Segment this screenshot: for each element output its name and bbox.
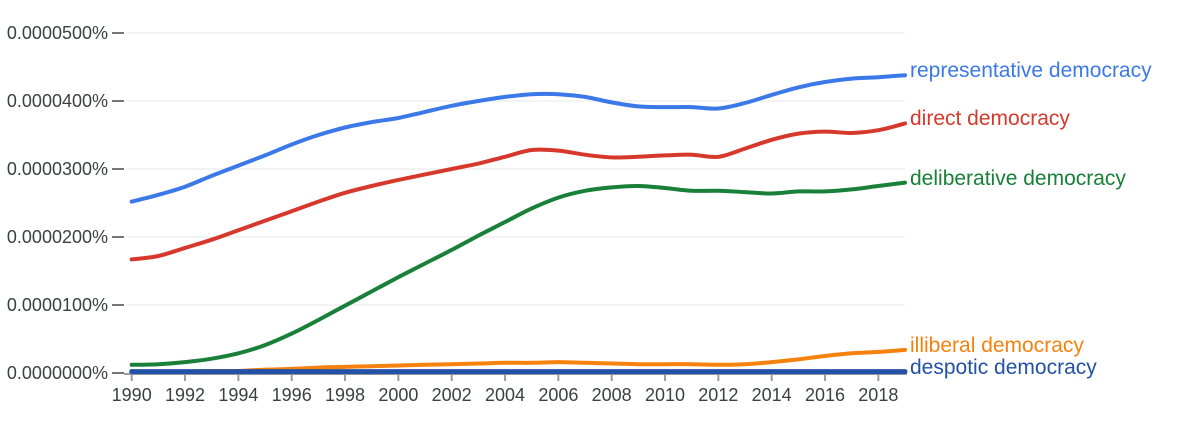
x-tick-label: 2006 <box>538 385 579 405</box>
series-label-illiberal-democracy[interactable]: illiberal democracy <box>910 333 1084 357</box>
x-tick-label: 2000 <box>378 385 419 405</box>
x-tick-label: 2008 <box>591 385 632 405</box>
x-tick-label: 2012 <box>698 385 739 405</box>
y-tick-label: 0.0000100% <box>6 295 108 315</box>
y-tick-label: 0.0000000% <box>6 363 108 383</box>
x-tick-label: 1992 <box>164 385 206 405</box>
x-tick-label: 2004 <box>484 385 526 405</box>
x-tick-label: 2010 <box>644 385 686 405</box>
series-line-direct-democracy[interactable] <box>129 121 907 262</box>
series-label-direct-democracy[interactable]: direct democracy <box>910 107 1070 131</box>
series-line-representative-democracy[interactable] <box>129 73 907 204</box>
x-tick-label: 2002 <box>431 385 472 405</box>
series-label-despotic-democracy[interactable]: despotic democracy <box>910 355 1097 379</box>
x-tick-label: 1990 <box>111 385 152 405</box>
x-tick-label: 2014 <box>751 385 792 405</box>
x-tick-label: 1996 <box>271 385 312 405</box>
y-tick-label: 0.0000500% <box>6 23 108 43</box>
x-tick-label: 1994 <box>218 385 259 405</box>
x-tick-label: 2018 <box>858 385 899 405</box>
series-line-illiberal-democracy[interactable] <box>129 347 907 374</box>
y-tick-label: 0.0000300% <box>6 159 108 179</box>
x-tick-label: 2016 <box>804 385 846 405</box>
series-label-representative-democracy[interactable]: representative democracy <box>910 59 1152 83</box>
x-tick-label: 1998 <box>324 385 366 405</box>
series-label-deliberative-democracy[interactable]: deliberative democracy <box>910 166 1126 190</box>
series-line-deliberative-democracy[interactable] <box>129 180 907 367</box>
y-tick-label: 0.0000400% <box>6 91 108 111</box>
y-tick-label: 0.0000200% <box>6 227 108 247</box>
